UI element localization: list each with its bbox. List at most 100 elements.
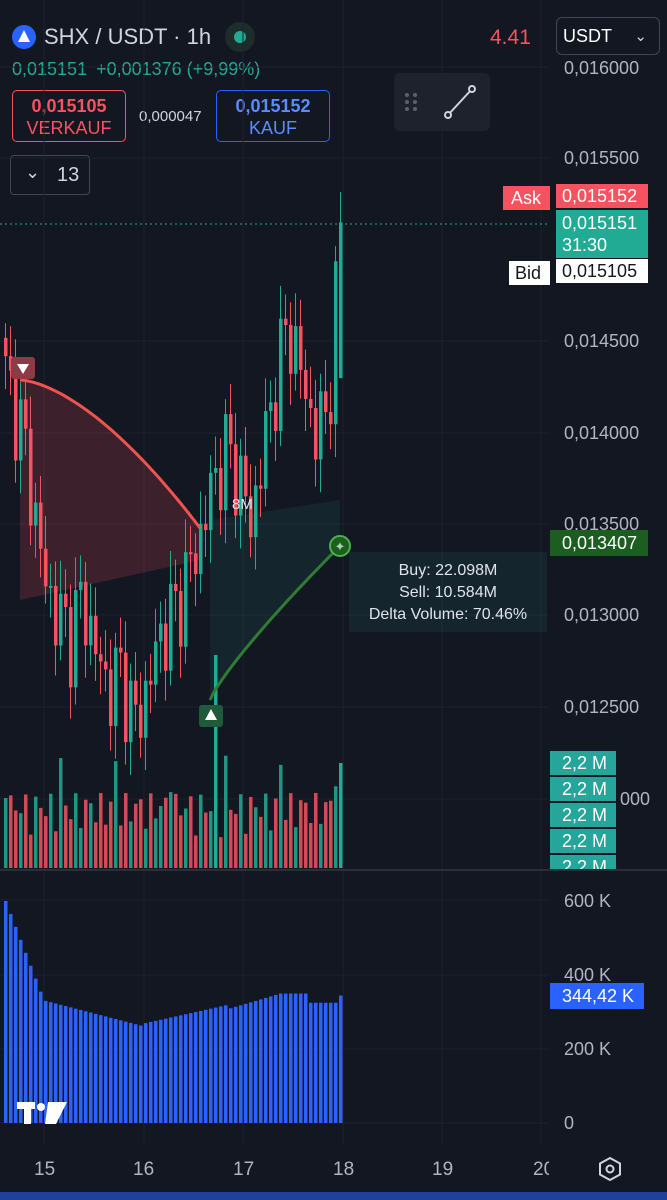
candle	[229, 414, 233, 445]
volume-bar	[79, 827, 83, 868]
volume-bar	[149, 793, 153, 868]
volume-bar	[174, 793, 178, 868]
indicator-bar	[134, 1024, 138, 1123]
settings-icon[interactable]	[597, 1156, 623, 1182]
candle	[259, 485, 263, 489]
indicator-bar	[214, 1007, 218, 1123]
volume-bar	[239, 794, 243, 868]
indicator-bar	[89, 1012, 93, 1123]
delta-volume-tooltip: Buy: 22.098M Sell: 10.584M Delta Volume:…	[349, 552, 547, 632]
drag-handle-icon	[405, 93, 417, 111]
candle	[219, 467, 223, 511]
indicator-bar	[39, 991, 43, 1123]
volume-bar	[189, 796, 193, 868]
volume-tag: 2,2 M	[550, 777, 616, 801]
candle	[329, 412, 333, 425]
indicator-bar	[239, 1005, 243, 1123]
drawing-toolbar-icons	[405, 85, 476, 119]
indicator-bar	[124, 1021, 128, 1123]
candle	[324, 391, 328, 413]
price-axis-label: 0,015500	[564, 148, 640, 168]
candle	[189, 552, 193, 555]
volume-bar	[304, 802, 308, 868]
indicator-bar	[14, 926, 18, 1123]
market-status-icon[interactable]	[225, 22, 256, 52]
volume-bar	[144, 828, 148, 868]
candle	[99, 654, 103, 662]
volume-bar	[99, 793, 103, 868]
candle	[34, 502, 38, 526]
time-axis-label: 16	[133, 1159, 155, 1180]
candle	[84, 581, 88, 646]
indicator-axis-label: 400 K	[564, 965, 612, 985]
candle	[59, 593, 63, 646]
candle	[114, 647, 118, 726]
candle	[249, 496, 253, 538]
candle	[294, 326, 298, 374]
sell-button[interactable]: 0,015105 VERKAUF	[12, 90, 126, 142]
price-axis-label: 0,012500	[564, 697, 640, 717]
last-price: 0,015151	[12, 59, 88, 79]
indicator-bar	[169, 1017, 173, 1123]
candle	[9, 356, 13, 371]
volume-bar	[244, 833, 248, 868]
candle	[299, 326, 303, 370]
indicator-bar	[224, 1005, 228, 1123]
volume-bar	[284, 819, 288, 868]
volume-tag: 2,2 M	[550, 803, 616, 827]
tooltip-sell: Sell: 10.584M	[399, 584, 497, 601]
volume-bar	[264, 793, 268, 868]
volume-bar	[19, 813, 23, 868]
indicator-bar	[244, 1003, 248, 1123]
candle	[104, 661, 108, 670]
volume-bar	[194, 835, 198, 868]
indicator-bar	[139, 1025, 143, 1123]
candle	[24, 399, 28, 429]
indicator-bar	[94, 1013, 98, 1123]
symbol-header[interactable]: SHX / USDT · 1h	[12, 22, 256, 52]
candle	[254, 485, 258, 538]
currency-select[interactable]: USDT ⌄	[556, 17, 660, 55]
indicator-axis-label: 600 K	[564, 891, 612, 911]
indicator-bar	[284, 993, 288, 1123]
indicator-bar	[319, 1002, 323, 1123]
buy-button[interactable]: 0,015152 KAUF	[216, 90, 330, 142]
candle	[159, 623, 163, 642]
indicator-bar	[334, 1002, 338, 1123]
candle	[119, 647, 123, 653]
indicator-bar	[129, 1022, 133, 1123]
candle	[29, 428, 33, 526]
candles	[4, 192, 343, 775]
indicator-bar	[54, 1003, 58, 1123]
volume-bar	[129, 821, 133, 868]
volume-bar	[184, 808, 188, 868]
volume-bar	[319, 823, 323, 868]
indicator-bar	[69, 1007, 73, 1123]
volume-bar	[179, 815, 183, 868]
volume-bar	[274, 798, 278, 868]
sell-label: VERKAUF	[26, 118, 112, 138]
collapse-indicators-button[interactable]: ⌄ 13	[10, 155, 90, 195]
indicator-bar	[29, 965, 33, 1123]
candle	[304, 369, 308, 399]
volume-bar	[64, 805, 68, 868]
ma-endpoint-icon	[329, 535, 351, 557]
price-axis-label: 0,013500	[564, 514, 640, 534]
candle	[194, 553, 198, 575]
chevron-down-icon: ⌄	[25, 162, 41, 182]
candle	[69, 607, 73, 688]
spread-value: 0,000047	[139, 108, 202, 125]
candle	[94, 615, 98, 655]
candle	[179, 591, 183, 647]
candle	[199, 523, 203, 575]
indicator-bar	[269, 996, 273, 1123]
price-axis-label: 000	[620, 789, 651, 809]
candle	[109, 669, 113, 726]
indicator-bar	[9, 913, 13, 1123]
indicator-axis-label: 0	[564, 1113, 575, 1133]
volume-bar	[69, 819, 73, 868]
indicator-bar	[64, 1006, 68, 1123]
volume-bar	[224, 755, 228, 868]
volume-bar	[59, 758, 63, 868]
